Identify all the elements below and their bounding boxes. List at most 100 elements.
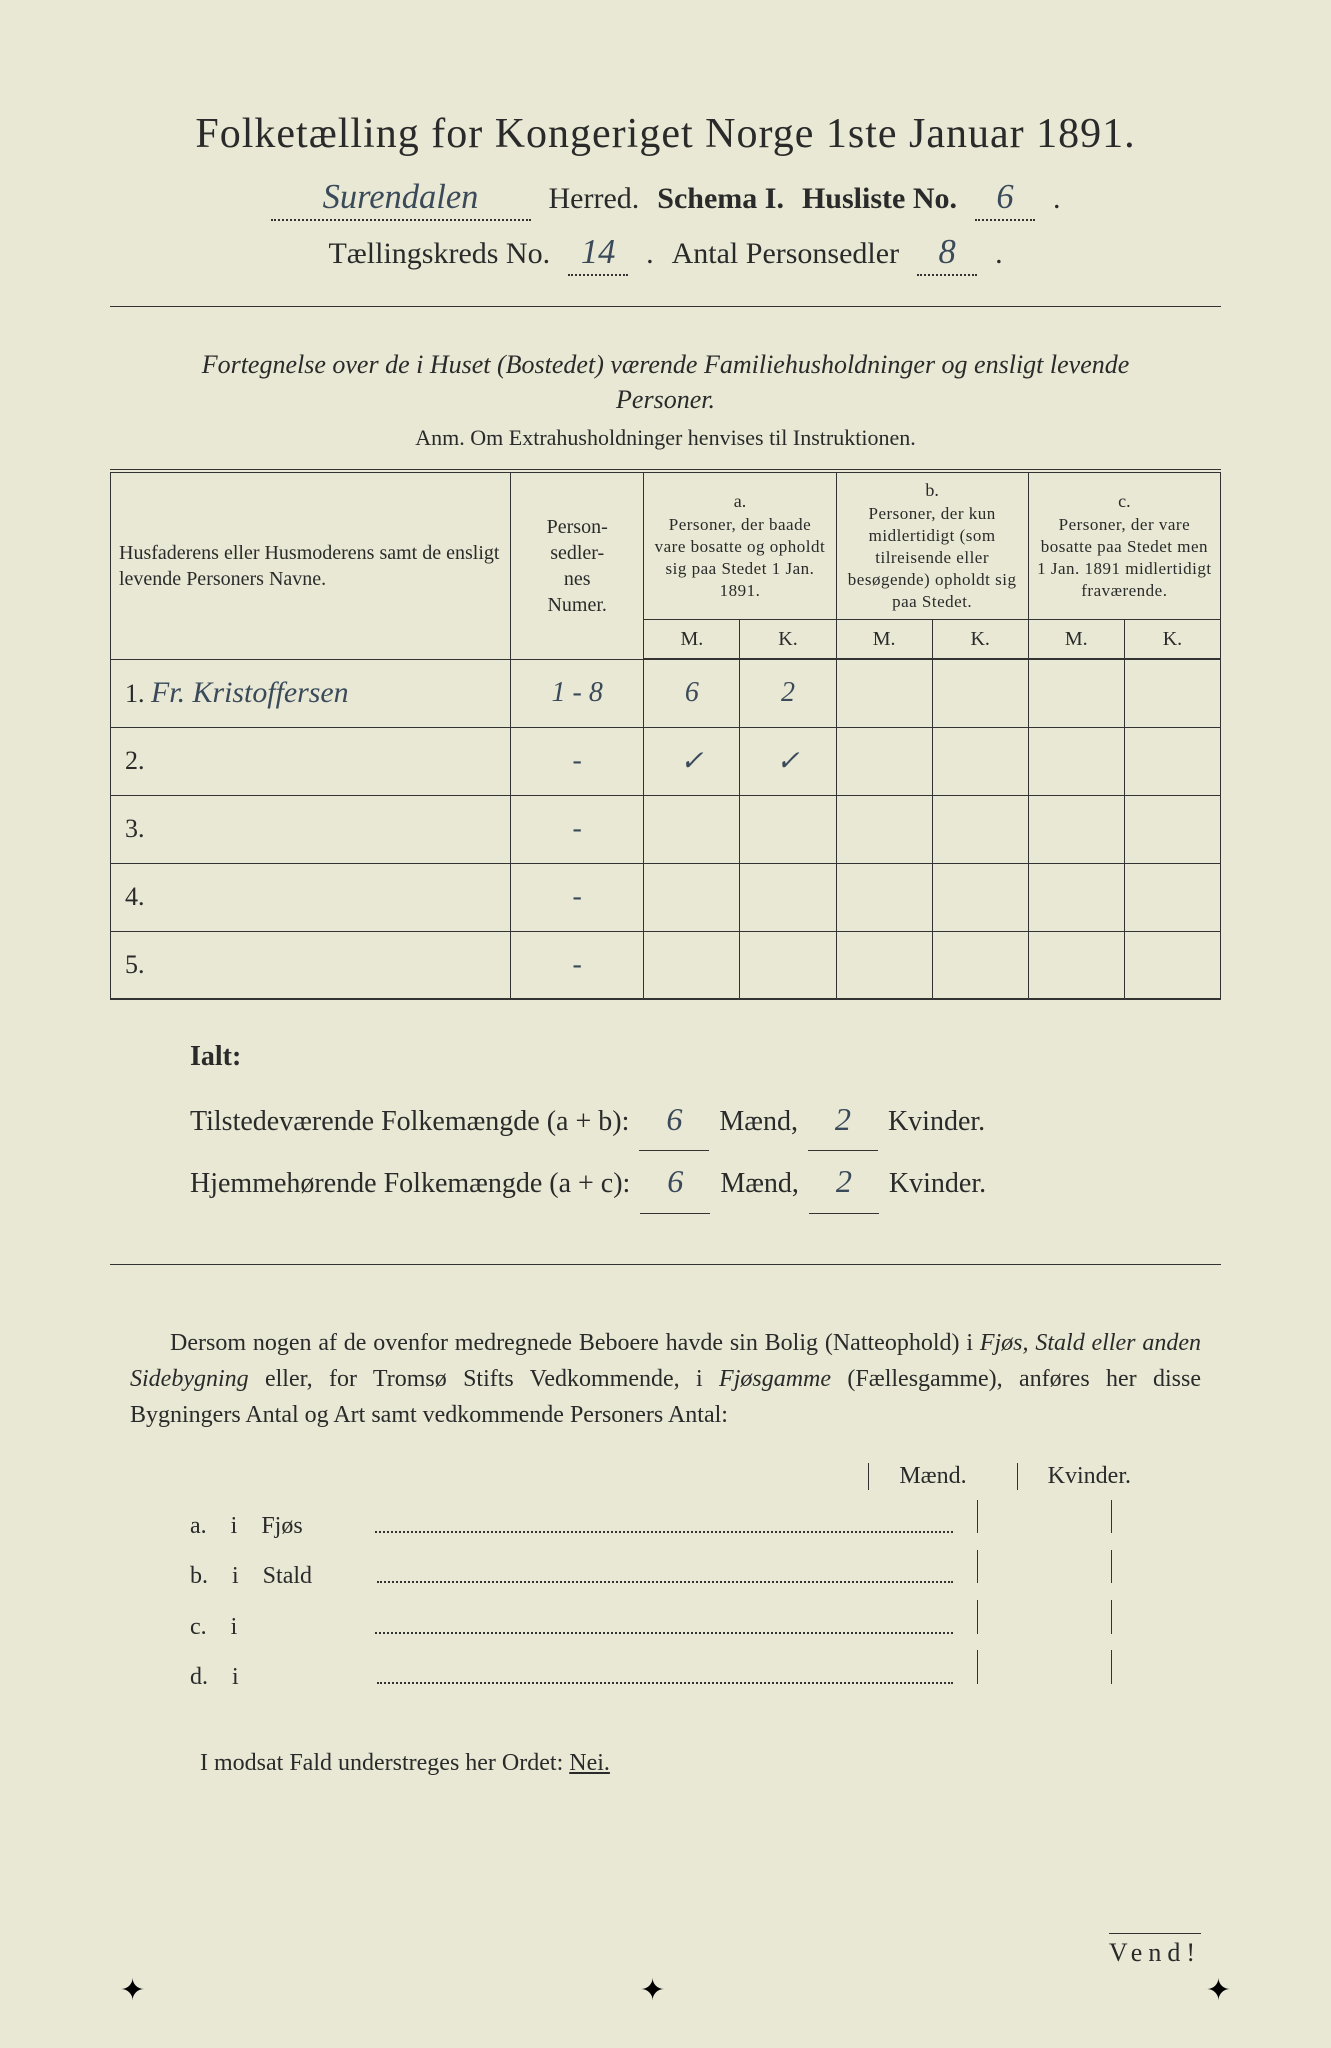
header-row-2: Tællingskreds No. 14 . Antal Personsedle…	[110, 233, 1221, 276]
row-bK	[932, 863, 1028, 931]
row-bM	[836, 659, 932, 727]
row-num: 1 - 8	[511, 659, 644, 727]
bld-dots	[377, 1564, 953, 1583]
row-cM	[1028, 863, 1124, 931]
table-row: 3.-	[111, 795, 1221, 863]
col-b-header: b. Personer, der kun midlertidigt (som t…	[836, 471, 1028, 619]
row-cK	[1124, 863, 1220, 931]
row-name: 1. Fr. Kristoffersen	[111, 659, 511, 727]
building-row: a. i Fjøs	[190, 1500, 1221, 1550]
bld-label: Stald	[263, 1554, 353, 1600]
bld-k-cell	[1111, 1550, 1221, 1584]
row-cM	[1028, 659, 1124, 727]
row-bM	[836, 795, 932, 863]
row-name: 5.	[111, 931, 511, 999]
kreds-label: Tællingskreds No.	[328, 237, 550, 271]
anm-note: Anm. Om Extrahusholdninger henvises til …	[110, 425, 1221, 451]
row-aK: 2	[740, 659, 836, 727]
a-label: a.	[652, 490, 827, 513]
row-bK	[932, 727, 1028, 795]
dot2: .	[646, 237, 654, 271]
bld-k-cell	[1111, 1500, 1221, 1534]
dot: .	[1053, 182, 1061, 216]
bld-letter: a.	[190, 1504, 207, 1550]
mk-column-head: Mænd. Kvinder.	[110, 1463, 1161, 1490]
schema-label: Schema I.	[657, 182, 784, 216]
row-cK	[1124, 931, 1220, 999]
header-row-1: Surendalen Herred. Schema I. Husliste No…	[110, 178, 1221, 221]
nei-pre: I modsat Fald understreges her Ordet:	[200, 1750, 569, 1776]
herred-value: Surendalen	[271, 178, 531, 221]
c-desc: Personer, der vare bosatte paa Stedet me…	[1037, 514, 1212, 602]
husliste-value: 6	[975, 178, 1035, 221]
row-name: 2.	[111, 727, 511, 795]
row-cM	[1028, 931, 1124, 999]
table-row: 1. Fr. Kristoffersen1 - 862	[111, 659, 1221, 727]
sum1-m: 6	[639, 1089, 709, 1151]
row-aK	[740, 931, 836, 999]
building-list: a.iFjøsb.iStaldc.id.i	[190, 1500, 1221, 1701]
table-row: 2.-✓✓	[111, 727, 1221, 795]
binding-mark-icon: ✦	[1206, 1973, 1231, 2008]
row-bM	[836, 727, 932, 795]
antal-label: Antal Personsedler	[672, 237, 899, 271]
row-cK	[1124, 795, 1220, 863]
bld-dots	[375, 1514, 953, 1533]
b-m: M.	[836, 620, 932, 660]
bld-m-cell	[977, 1600, 1087, 1634]
table-row: 5.-	[111, 931, 1221, 999]
row-aK: ✓	[740, 727, 836, 795]
sum2-maend: Mænd,	[720, 1157, 799, 1210]
sum-line-1: Tilstedeværende Folkemængde (a + b): 6 M…	[190, 1089, 1221, 1151]
b-desc: Personer, der kun midlertidigt (som tilr…	[845, 503, 1020, 613]
row-aK	[740, 863, 836, 931]
row-num: -	[511, 931, 644, 999]
c-m: M.	[1028, 620, 1124, 660]
row-bK	[932, 659, 1028, 727]
col-a-header: a. Personer, der baade vare bosatte og o…	[644, 471, 836, 619]
ialt-label: Ialt:	[190, 1030, 1221, 1083]
bld-label: Fjøs	[261, 1504, 351, 1550]
sum1-k: 2	[808, 1089, 878, 1151]
row-aM: ✓	[644, 727, 740, 795]
husliste-label: Husliste No.	[802, 182, 957, 216]
sum1-maend: Mænd,	[719, 1095, 798, 1148]
para-a: Dersom nogen af de ovenfor medregnede Be…	[170, 1330, 980, 1356]
sum2-m: 6	[640, 1151, 710, 1213]
b-label: b.	[845, 479, 1020, 502]
building-row: b.iStald	[190, 1550, 1221, 1600]
dot3: .	[995, 237, 1003, 271]
a-desc: Personer, der baade vare bosatte og opho…	[652, 514, 827, 602]
row-aM: 6	[644, 659, 740, 727]
row-cK	[1124, 659, 1220, 727]
bld-k-cell	[1111, 1600, 1221, 1634]
bld-dots	[377, 1665, 953, 1684]
sum2-kvinder: Kvinder.	[889, 1157, 986, 1210]
subheading: Fortegnelse over de i Huset (Bostedet) v…	[150, 347, 1181, 417]
binding-mark-icon: ✦	[120, 1973, 145, 2008]
nei-word: Nei.	[569, 1750, 610, 1776]
building-row: d.i	[190, 1650, 1221, 1700]
col-c-header: c. Personer, der vare bosatte paa Stedet…	[1028, 471, 1220, 619]
ialt-block: Ialt: Tilstedeværende Folkemængde (a + b…	[190, 1030, 1221, 1214]
para-b: eller, for Tromsø Stifts Vedkommende, i	[249, 1366, 719, 1392]
herred-label: Herred.	[549, 182, 640, 216]
building-row: c.i	[190, 1600, 1221, 1650]
main-table: Husfaderens eller Husmoderens samt de en…	[110, 469, 1221, 1000]
sum-line-2: Hjemmehørende Folkemængde (a + c): 6 Mæn…	[190, 1151, 1221, 1213]
bld-m-cell	[977, 1650, 1087, 1684]
row-aM	[644, 863, 740, 931]
building-paragraph: Dersom nogen af de ovenfor medregnede Be…	[130, 1325, 1201, 1433]
sum2-pre: Hjemmehørende Folkemængde (a + c):	[190, 1157, 630, 1210]
antal-value: 8	[917, 233, 977, 276]
bld-k-cell	[1111, 1650, 1221, 1684]
bld-i: i	[232, 1655, 239, 1701]
row-cK	[1124, 727, 1220, 795]
bld-i: i	[232, 1554, 239, 1600]
page-title: Folketælling for Kongeriget Norge 1ste J…	[110, 110, 1221, 158]
a-m: M.	[644, 620, 740, 660]
row-bK	[932, 931, 1028, 999]
bld-i: i	[231, 1504, 238, 1550]
c-k: K.	[1124, 620, 1220, 660]
bld-m-cell	[977, 1550, 1087, 1584]
